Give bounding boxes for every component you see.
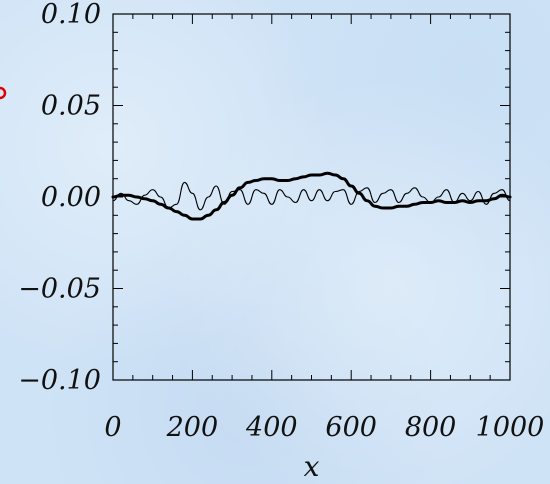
y-tick-label: −0.10	[18, 365, 101, 396]
x-tick-label: 800	[405, 412, 457, 443]
x-tick-label: 600	[325, 412, 377, 443]
y-tick-label: 0.00	[41, 182, 101, 213]
series-line-thin	[112, 181, 511, 211]
x-tick-label: 200	[166, 412, 219, 443]
series-layer	[111, 171, 512, 221]
tick-labels: 0 200 400 600 800 1000 0.10 0.05 0.00 −0.05 −0.10	[18, 0, 544, 443]
x-axis-title: x	[304, 450, 320, 483]
y-tick-label: 0.05	[41, 91, 101, 122]
x-tick-label: 0	[104, 412, 121, 443]
x-tick-label: 400	[245, 412, 298, 443]
y-tick-label: −0.05	[18, 274, 101, 305]
red-marker-icon	[0, 86, 7, 100]
x-tick-label: 1000	[476, 412, 545, 443]
series-line-thick	[111, 171, 512, 221]
y-tick-label: 0.10	[41, 0, 101, 30]
